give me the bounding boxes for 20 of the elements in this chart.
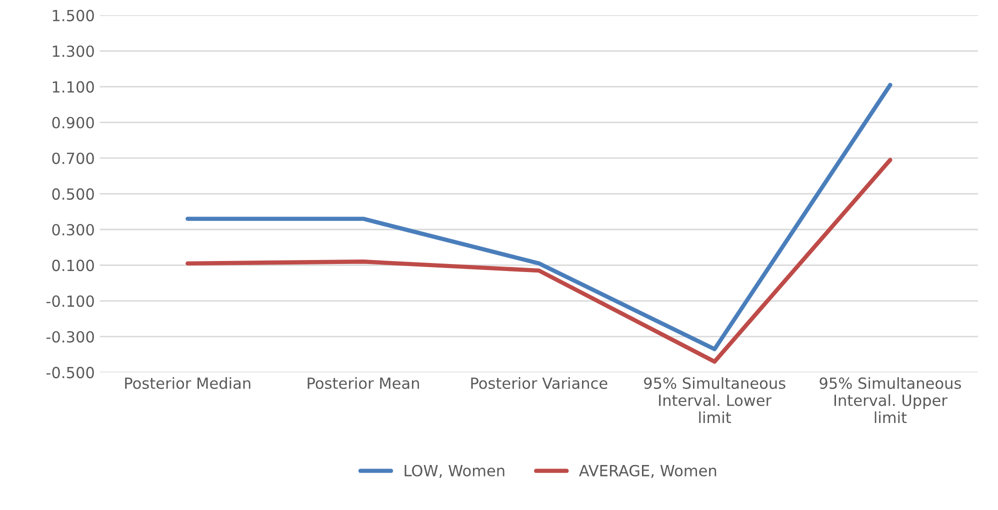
legend-label: AVERAGE, Women <box>579 464 716 478</box>
y-tick-label: 0.900 <box>52 116 94 128</box>
x-tick-label: Posterior Median <box>125 377 250 389</box>
line-series <box>186 158 892 364</box>
y-tick-label: -0.500 <box>46 366 94 378</box>
y-tick-label: 1.100 <box>52 81 94 93</box>
x-tick-label: Posterior Mean <box>308 377 419 389</box>
y-tick-label: 0.300 <box>52 224 94 236</box>
x-tick-label: 95% Simultaneous Interval. Lower limit <box>644 377 786 423</box>
x-tick-label: Posterior Variance <box>471 377 608 389</box>
y-tick-label: -0.100 <box>46 295 94 307</box>
line-series <box>186 82 892 352</box>
y-tick-label: 1.500 <box>52 10 94 22</box>
y-tick-label: 0.500 <box>52 188 94 200</box>
legend-label: LOW, Women <box>404 464 504 478</box>
y-tick-label: 0.700 <box>52 152 94 164</box>
y-tick-label: -0.300 <box>46 331 94 343</box>
x-tick-label: 95% Simultaneous Interval. Upper limit <box>820 377 961 423</box>
y-tick-label: 0.100 <box>52 260 94 272</box>
y-tick-label: 1.300 <box>52 45 94 58</box>
